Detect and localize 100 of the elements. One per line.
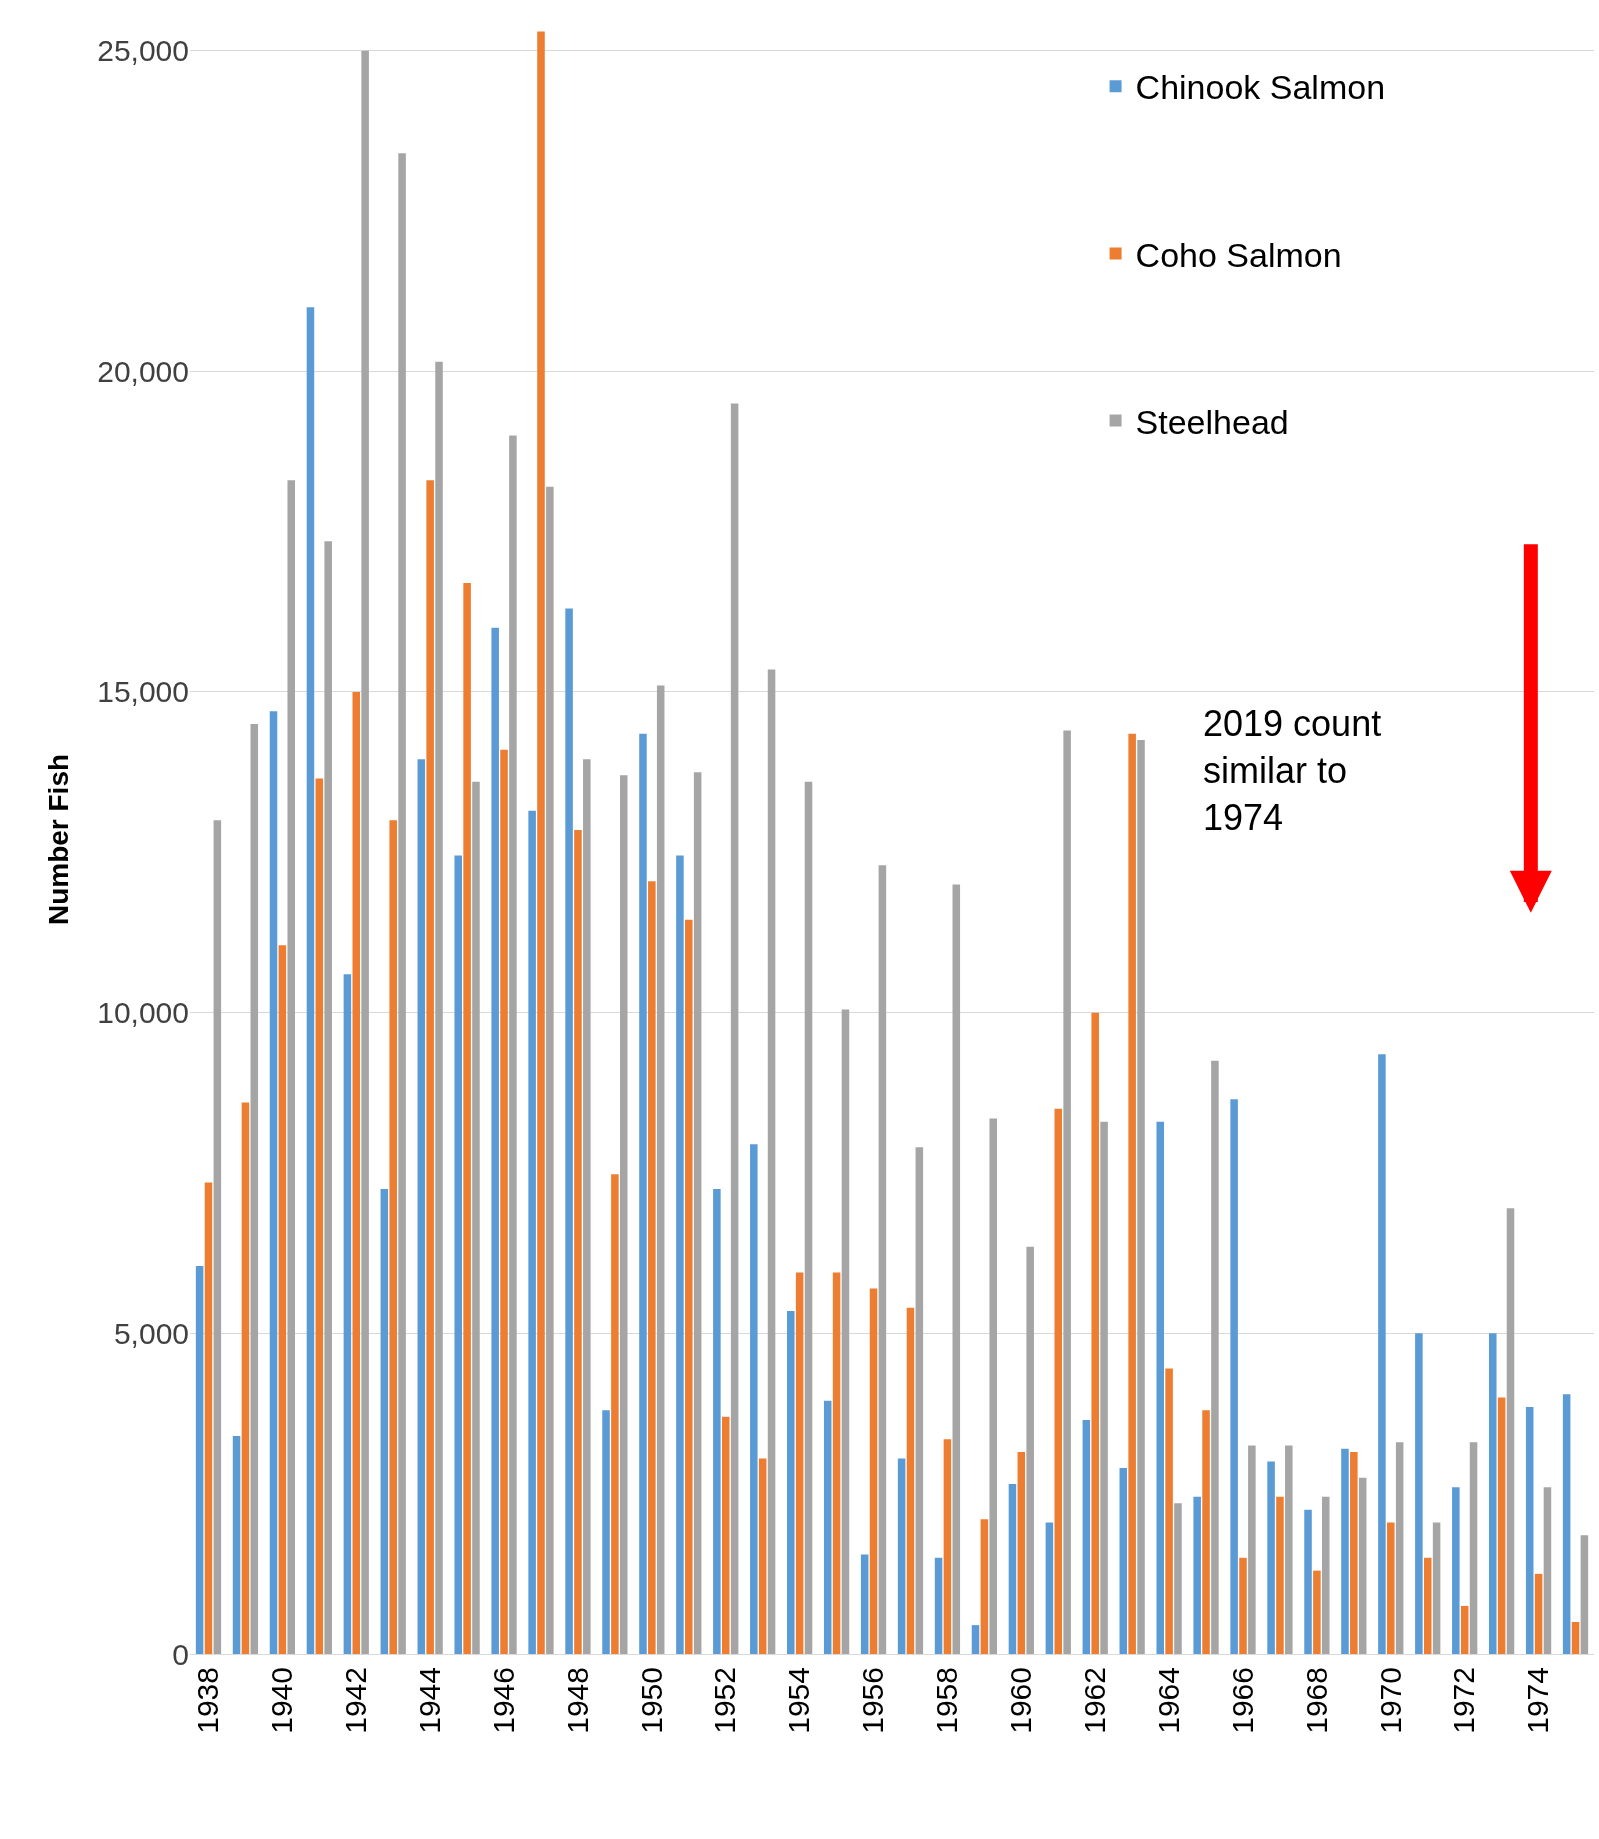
bar [1543,1487,1552,1654]
bar [1137,740,1145,1654]
bar [1452,1487,1460,1654]
bar [713,1189,721,1654]
legend-label: Chinook Salmon [1135,68,1386,107]
bar [721,1416,730,1654]
bar [1202,1410,1210,1654]
bar [1128,733,1136,1654]
bar [1378,1054,1386,1654]
bar [352,691,361,1654]
bar [1017,1451,1026,1654]
bar [730,403,739,1654]
bar [1395,1442,1404,1654]
bar [619,775,628,1654]
y-tick-label: 5,000 [113,1316,189,1350]
bar [278,945,287,1654]
bar [1008,1484,1017,1654]
bar [1193,1496,1201,1654]
bar [315,778,324,1654]
bar [546,486,554,1654]
bar [472,781,480,1654]
y-axis-title: Number Fish [42,753,74,926]
bar [1276,1496,1284,1654]
y-tick-label: 0 [172,1637,189,1671]
bar [795,1272,804,1654]
bar [195,1265,204,1654]
bar [1119,1468,1128,1654]
bar [232,1435,241,1654]
legend-label: Steelhead [1135,402,1289,441]
bar [1239,1557,1247,1654]
bar [1534,1573,1543,1654]
bar [361,50,369,1654]
bar [980,1519,989,1654]
bar [491,627,499,1654]
x-tick-label: 1956 [856,1667,890,1734]
y-tick-label: 25,000 [97,34,189,68]
bar [583,759,591,1654]
bar [1415,1333,1423,1654]
bar [648,881,656,1654]
bar [989,1118,997,1654]
x-tick-label: 1942 [339,1667,373,1734]
bar [1082,1419,1091,1654]
x-tick-label: 1950 [634,1667,668,1734]
bar [1304,1509,1312,1654]
bar [213,820,222,1654]
x-tick-label: 1948 [560,1667,594,1734]
bar [435,361,443,1654]
x-tick-label: 1972 [1447,1667,1481,1734]
bar [509,435,517,1654]
x-tick-label: 1938 [191,1667,225,1734]
bar [250,724,259,1654]
bar [841,1009,850,1654]
bar [1341,1448,1349,1654]
bar [906,1307,915,1654]
bar [454,855,463,1654]
bar [971,1625,980,1654]
bar [602,1410,610,1654]
x-tick-label: 1962 [1077,1667,1111,1734]
bar [758,1458,767,1654]
bar [1063,730,1071,1654]
bar [1313,1570,1321,1654]
bar [787,1310,795,1654]
bar [934,1557,943,1654]
x-tick-label: 1946 [486,1667,520,1734]
bar [1423,1557,1432,1654]
bar [1174,1503,1182,1654]
bar [611,1174,619,1654]
bar [1497,1397,1506,1654]
x-tick-label: 1954 [782,1667,816,1734]
bar [537,31,545,1654]
x-tick-label: 1960 [1004,1667,1038,1734]
bar [915,1147,924,1654]
bar [1267,1461,1275,1654]
bar [1580,1535,1589,1654]
bar [287,480,295,1654]
bar [639,733,647,1654]
bar [869,1288,878,1654]
legend-label: Coho Salmon [1135,235,1342,274]
bar [463,582,471,1654]
x-tick-label: 1952 [708,1667,742,1734]
bar [1285,1445,1293,1654]
bar [1054,1108,1063,1654]
bar [389,820,397,1654]
bar [952,884,961,1654]
bar [565,608,573,1654]
x-tick-label: 1940 [265,1667,299,1734]
bar [241,1102,250,1654]
bar [823,1400,832,1654]
bar [1230,1099,1238,1654]
bar [1100,1121,1108,1654]
bar [324,541,332,1654]
bar [1248,1445,1256,1654]
bar [417,759,426,1654]
bar [1091,1012,1099,1654]
bar [1432,1522,1441,1654]
bar [500,749,508,1654]
bar [897,1458,906,1654]
bar [1321,1496,1330,1654]
bar [204,1182,213,1654]
bar [860,1554,869,1654]
